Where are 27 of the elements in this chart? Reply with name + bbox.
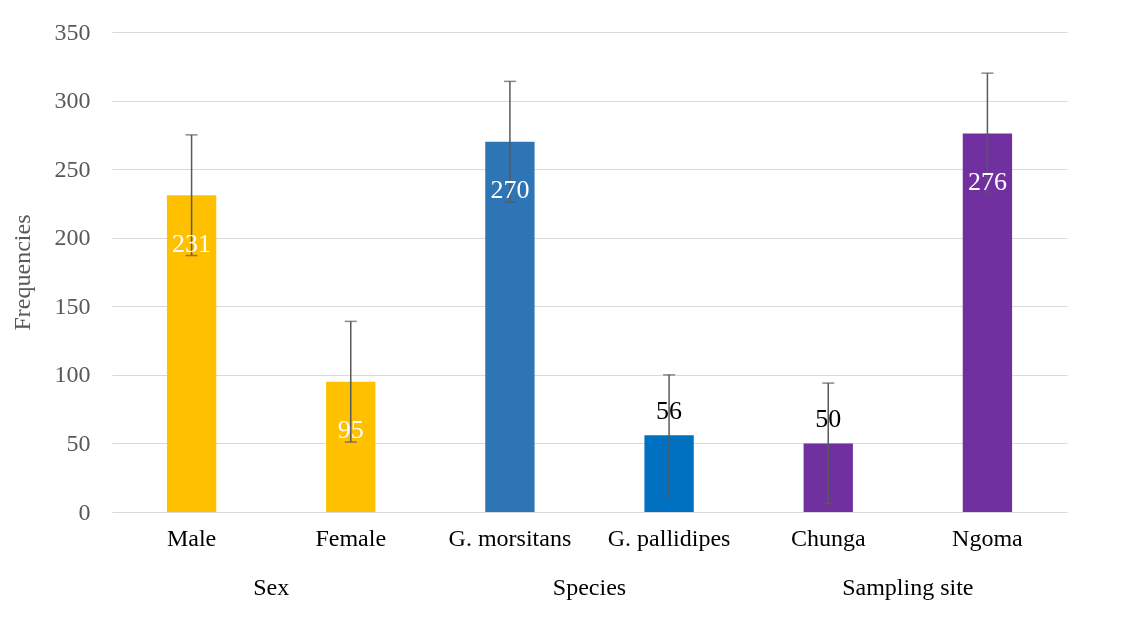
bar bbox=[962, 133, 1013, 512]
y-tick-label: 200 bbox=[54, 224, 91, 251]
x-tick-label: Chunga bbox=[790, 524, 866, 551]
x-tick-label: G. morsitans bbox=[448, 524, 572, 551]
text: Sampling site bbox=[842, 574, 974, 600]
y-tick-label: 0 bbox=[78, 498, 91, 525]
x-tick-label: Female bbox=[315, 524, 387, 551]
data-label: 276 bbox=[967, 167, 1007, 197]
bar bbox=[326, 381, 376, 512]
data-label: 270 bbox=[490, 175, 530, 205]
x-tick-label: Male bbox=[166, 524, 217, 551]
y-tick-label: 300 bbox=[54, 87, 91, 114]
y-tick-label: 250 bbox=[54, 155, 91, 182]
y-axis-title: Frequencies bbox=[8, 214, 35, 331]
bar bbox=[166, 195, 217, 512]
x-tick-label: G. pallidipes bbox=[607, 524, 731, 551]
y-tick-label: 50 bbox=[66, 429, 91, 456]
text: Sex bbox=[253, 574, 290, 600]
text: Species bbox=[552, 574, 627, 600]
x-tick-label: Ngoma bbox=[952, 524, 1024, 551]
bar bbox=[644, 435, 694, 512]
y-tick-label: 350 bbox=[54, 18, 91, 45]
y-tick-label: 100 bbox=[54, 361, 91, 388]
data-label: 56 bbox=[656, 396, 683, 426]
y-tick-label: 150 bbox=[54, 292, 91, 319]
bar bbox=[803, 443, 853, 512]
bar bbox=[485, 141, 535, 512]
